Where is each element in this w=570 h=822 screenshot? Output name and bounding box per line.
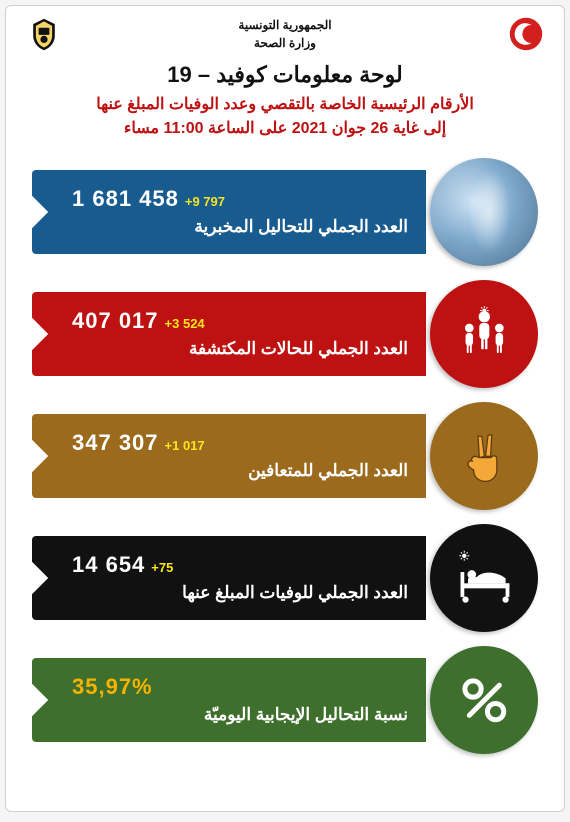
stat-row-deaths: 14 654 +75 العدد الجملي للوفيات المبلغ عنه… (32, 524, 538, 632)
coat-of-arms-left (26, 16, 62, 52)
ministry-logo-right (508, 16, 544, 52)
stat-value: 14 654 (72, 552, 145, 578)
stat-row-tests: 1 681 458 +9 797 العدد الجملي للتحاليل الم… (32, 158, 538, 266)
header-center: الجمهورية التونسية وزارة الصحة (238, 16, 331, 52)
stat-circle (430, 524, 538, 632)
stat-delta: +9 797 (185, 194, 225, 209)
stat-ribbon: 35,97% نسبة التحاليل الإيجابية اليوميّة (32, 658, 426, 742)
main-title: لوحة معلومات كوفيد – 19 (36, 62, 534, 88)
stat-label: العدد الجملي للوفيات المبلغ عنها (72, 582, 408, 604)
bed-icon (453, 547, 516, 610)
stat-circle (430, 280, 538, 388)
stat-delta: +3 524 (165, 316, 205, 331)
stat-circle (430, 646, 538, 754)
stat-delta: +75 (151, 560, 173, 575)
stat-delta: +1 017 (165, 438, 205, 453)
stat-label: العدد الجملي للمتعافين (72, 460, 408, 482)
stat-ribbon: 407 017 +3 524 العدد الجملي للحالات المكتش… (32, 292, 426, 376)
stat-row-cases: 407 017 +3 524 العدد الجملي للحالات المكتش… (32, 280, 538, 388)
date-line: إلى غاية 26 جوان 2021 على الساعة 11:00 م… (36, 118, 534, 138)
stat-value: 347 307 (72, 430, 159, 456)
stat-value: 1 681 458 (72, 186, 179, 212)
stat-ribbon: 1 681 458 +9 797 العدد الجملي للتحاليل الم… (32, 170, 426, 254)
value-line: 35,97% (72, 674, 408, 700)
stat-circle (430, 158, 538, 266)
percent-icon (453, 669, 516, 732)
stat-label: العدد الجملي للتحاليل المخبرية (72, 216, 408, 238)
header: الجمهورية التونسية وزارة الصحة (6, 6, 564, 58)
value-line: 347 307 +1 017 (72, 430, 408, 456)
stat-ribbon: 14 654 +75 العدد الجملي للوفيات المبلغ عنه… (32, 536, 426, 620)
stats-rows: 1 681 458 +9 797 العدد الجملي للتحاليل الم… (6, 152, 564, 811)
stat-ribbon: 347 307 +1 017 العدد الجملي للمتعافين (32, 414, 426, 498)
value-line: 14 654 +75 (72, 552, 408, 578)
header-line2: وزارة الصحة (238, 34, 331, 52)
crescent-icon (508, 16, 544, 52)
coat-of-arms-icon (26, 16, 62, 52)
stat-value: 35,97% (72, 674, 153, 700)
victory-icon (453, 425, 516, 488)
stat-row-recovered: 347 307 +1 017 العدد الجملي للمتعافين (32, 402, 538, 510)
stat-circle (430, 402, 538, 510)
subtitle: الأرقام الرئيسية الخاصة بالتقصي وعدد الو… (36, 94, 534, 114)
stat-label: نسبة التحاليل الإيجابية اليوميّة (72, 704, 408, 726)
value-line: 407 017 +3 524 (72, 308, 408, 334)
header-line1: الجمهورية التونسية (238, 16, 331, 34)
title-block: لوحة معلومات كوفيد – 19 الأرقام الرئيسية… (6, 58, 564, 152)
stat-label: العدد الجملي للحالات المكتشفة (72, 338, 408, 360)
people-icon (453, 303, 516, 366)
stat-row-positivity: 35,97% نسبة التحاليل الإيجابية اليوميّة (32, 646, 538, 754)
infographic-page: الجمهورية التونسية وزارة الصحة لوحة معلو… (5, 5, 565, 812)
value-line: 1 681 458 +9 797 (72, 186, 408, 212)
stat-value: 407 017 (72, 308, 159, 334)
